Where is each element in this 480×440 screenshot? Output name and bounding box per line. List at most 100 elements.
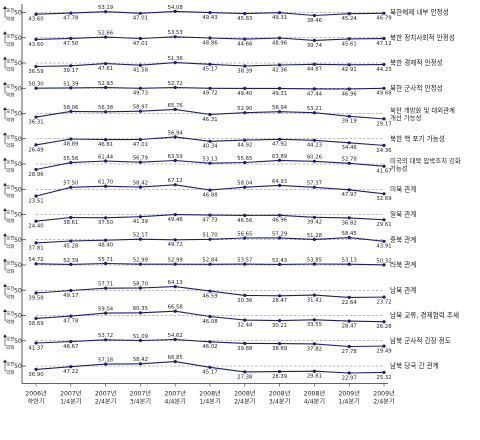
data-point [243, 341, 247, 345]
data-point [243, 138, 247, 142]
data-label: 47.92 [272, 142, 287, 148]
data-point [34, 86, 38, 90]
data-point [278, 11, 282, 15]
data-label: 48.40 [98, 243, 114, 249]
data-label: 41.37 [28, 345, 43, 351]
data-label: 51.36 [168, 56, 184, 62]
data-point [382, 263, 386, 267]
lower-label: 악화 [6, 218, 15, 225]
upper-label: 호전 [6, 83, 14, 90]
up-arrow-icon [3, 31, 7, 35]
data-point [34, 194, 38, 198]
data-label: 63.59 [168, 154, 183, 160]
data-label: 46.96 [342, 91, 358, 97]
category-label: 미북 관계 [390, 184, 416, 193]
data-label: 49.72 [202, 91, 217, 97]
data-label: 58.70 [133, 281, 149, 287]
data-label: 46.08 [202, 319, 218, 325]
data-label: 46.02 [202, 344, 217, 350]
data-label: 56.38 [98, 105, 114, 111]
data-label: 54.08 [168, 5, 184, 11]
reference-label: 50 [14, 136, 22, 143]
data-point [208, 365, 212, 369]
data-label: 52.93 [98, 81, 113, 87]
category-line: 가능성 [390, 164, 408, 173]
data-label: 37.81 [28, 245, 43, 251]
x-tick-line: 2008년 [304, 390, 326, 398]
data-point [243, 213, 247, 217]
data-label: 46.67 [63, 344, 78, 350]
data-label: 44.87 [307, 67, 322, 73]
data-point [34, 143, 38, 147]
data-label: 52.84 [202, 258, 218, 264]
data-label: 58.06 [63, 105, 79, 111]
data-point [138, 137, 142, 142]
data-label: 58.97 [133, 105, 148, 111]
data-point [173, 35, 177, 39]
data-label: 39.19 [342, 119, 357, 125]
data-label: 22.64 [342, 300, 358, 306]
data-point [34, 291, 38, 295]
upper-label: 호전 [6, 209, 14, 216]
data-label: 48.96 [272, 40, 288, 46]
data-point [173, 360, 177, 364]
x-tick-line: 하반기 [27, 398, 44, 406]
data-label: 51.39 [63, 81, 78, 87]
data-point [138, 338, 142, 343]
upper-label: 호전 [6, 260, 14, 267]
data-label: 47.78 [63, 319, 79, 325]
data-point [104, 238, 108, 242]
data-point [243, 185, 247, 189]
data-point [69, 185, 73, 189]
data-point [208, 11, 212, 15]
data-label: 43.60 [28, 17, 44, 23]
data-label: 56.94 [168, 130, 184, 136]
data-point [138, 86, 142, 90]
data-label: 41.58 [133, 68, 149, 74]
data-point [382, 143, 386, 147]
up-arrow-icon [3, 283, 7, 287]
data-point [34, 219, 38, 223]
x-tick-line: 3/4분기 [269, 398, 290, 406]
data-point [278, 63, 282, 67]
x-tick-label: 2008년 2/4분기 [234, 390, 256, 406]
data-point [278, 183, 282, 187]
data-label: 47.22 [63, 369, 78, 375]
data-point [208, 112, 212, 117]
data-label: 39.17 [63, 68, 78, 74]
data-point [347, 188, 351, 192]
data-label: 45.83 [237, 16, 252, 22]
data-label: 44.92 [237, 143, 252, 149]
data-label: 28.47 [342, 324, 357, 330]
up-arrow-icon [3, 56, 7, 60]
reference-label: 50 [14, 313, 22, 320]
data-point [278, 342, 282, 346]
x-tick-line: 2006년 [25, 390, 47, 398]
data-point [208, 262, 212, 266]
data-label: 39.58 [28, 295, 44, 301]
lower-label: 악화 [6, 167, 15, 174]
data-point [34, 241, 38, 245]
data-point [243, 160, 247, 165]
x-tick-line: 2008년 [269, 390, 291, 398]
data-label: 38.39 [237, 68, 252, 74]
reference-label: 50 [14, 338, 22, 345]
data-point [34, 316, 38, 320]
data-point [208, 139, 212, 143]
upper-label: 호전 [6, 159, 14, 166]
data-point [347, 319, 351, 323]
data-label: 30.21 [272, 323, 287, 329]
category-label: 남북 당국 간 관계 [390, 361, 439, 370]
data-label: 49.17 [63, 293, 78, 299]
data-point [278, 158, 282, 162]
data-point [69, 314, 73, 318]
data-point [104, 338, 108, 342]
x-tick-line: 2/4분기 [95, 398, 116, 406]
data-label: 47.97 [342, 192, 357, 198]
data-point [69, 262, 73, 266]
lower-label: 악화 [6, 142, 15, 149]
data-label: 49.46 [168, 217, 184, 223]
data-point [104, 85, 108, 90]
